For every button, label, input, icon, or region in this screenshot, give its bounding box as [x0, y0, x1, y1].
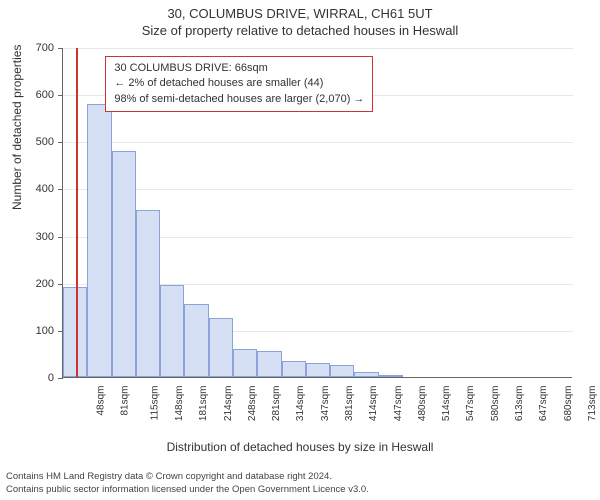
ytick-label: 0	[14, 372, 54, 384]
ytick-mark	[58, 237, 63, 238]
gridline	[63, 189, 573, 190]
xtick-label: 81sqm	[120, 386, 131, 416]
footer-line-1: Contains HM Land Registry data © Crown c…	[6, 471, 369, 483]
xtick-label: 248sqm	[247, 386, 258, 422]
xtick-label: 181sqm	[198, 386, 209, 422]
xtick-label: 347sqm	[320, 386, 331, 422]
ytick-mark	[58, 284, 63, 285]
xtick-label: 647sqm	[538, 386, 549, 422]
xtick-label: 314sqm	[296, 386, 307, 422]
histogram-bar	[63, 287, 87, 377]
info-line-2: ← 2% of detached houses are smaller (44)	[114, 76, 364, 91]
footer-attribution: Contains HM Land Registry data © Crown c…	[6, 471, 369, 496]
info-line-1: 30 COLUMBUS DRIVE: 66sqm	[114, 61, 364, 76]
histogram-bar	[306, 363, 330, 377]
x-axis-label: Distribution of detached houses by size …	[0, 440, 600, 454]
info-annotation-box: 30 COLUMBUS DRIVE: 66sqm ← 2% of detache…	[105, 56, 373, 112]
page-title-address: 30, COLUMBUS DRIVE, WIRRAL, CH61 5UT	[0, 0, 600, 21]
histogram-bar	[233, 349, 257, 377]
gridline	[63, 48, 573, 49]
xtick-label: 447sqm	[393, 386, 404, 422]
ytick-mark	[58, 48, 63, 49]
histogram-bar	[379, 375, 403, 377]
xtick-label: 214sqm	[223, 386, 234, 422]
histogram-bar	[112, 151, 136, 377]
page-title-desc: Size of property relative to detached ho…	[0, 21, 600, 38]
ytick-label: 200	[14, 278, 54, 290]
histogram-bar	[257, 351, 281, 377]
xtick-label: 514sqm	[441, 386, 452, 422]
ytick-label: 700	[14, 42, 54, 54]
ytick-label: 600	[14, 89, 54, 101]
xtick-label: 148sqm	[174, 386, 185, 422]
xtick-label: 680sqm	[563, 386, 574, 422]
xtick-label: 613sqm	[514, 386, 525, 422]
histogram-bar	[209, 318, 233, 377]
xtick-label: 414sqm	[368, 386, 379, 422]
ytick-mark	[58, 378, 63, 379]
gridline	[63, 142, 573, 143]
histogram-bar	[282, 361, 306, 378]
xtick-label: 713sqm	[587, 386, 598, 422]
ytick-mark	[58, 189, 63, 190]
histogram-bar	[184, 304, 208, 377]
xtick-label: 480sqm	[417, 386, 428, 422]
info-line-3: 98% of semi-detached houses are larger (…	[114, 92, 364, 107]
histogram-bar	[136, 210, 160, 377]
histogram-bar	[354, 372, 378, 377]
ytick-label: 300	[14, 231, 54, 243]
ytick-label: 100	[14, 325, 54, 337]
histogram-chart: 30 COLUMBUS DRIVE: 66sqm ← 2% of detache…	[62, 48, 572, 378]
histogram-bar	[87, 104, 111, 377]
xtick-label: 115sqm	[149, 386, 160, 421]
xtick-label: 547sqm	[466, 386, 477, 422]
ytick-label: 500	[14, 136, 54, 148]
ytick-mark	[58, 95, 63, 96]
ytick-label: 400	[14, 183, 54, 195]
xtick-label: 580sqm	[490, 386, 501, 422]
histogram-bar	[160, 285, 184, 377]
xtick-label: 381sqm	[344, 386, 355, 422]
footer-line-2: Contains public sector information licen…	[6, 484, 369, 496]
xtick-label: 281sqm	[271, 386, 282, 422]
reference-line	[76, 48, 78, 377]
xtick-label: 48sqm	[96, 386, 107, 416]
ytick-mark	[58, 142, 63, 143]
histogram-bar	[330, 365, 354, 377]
